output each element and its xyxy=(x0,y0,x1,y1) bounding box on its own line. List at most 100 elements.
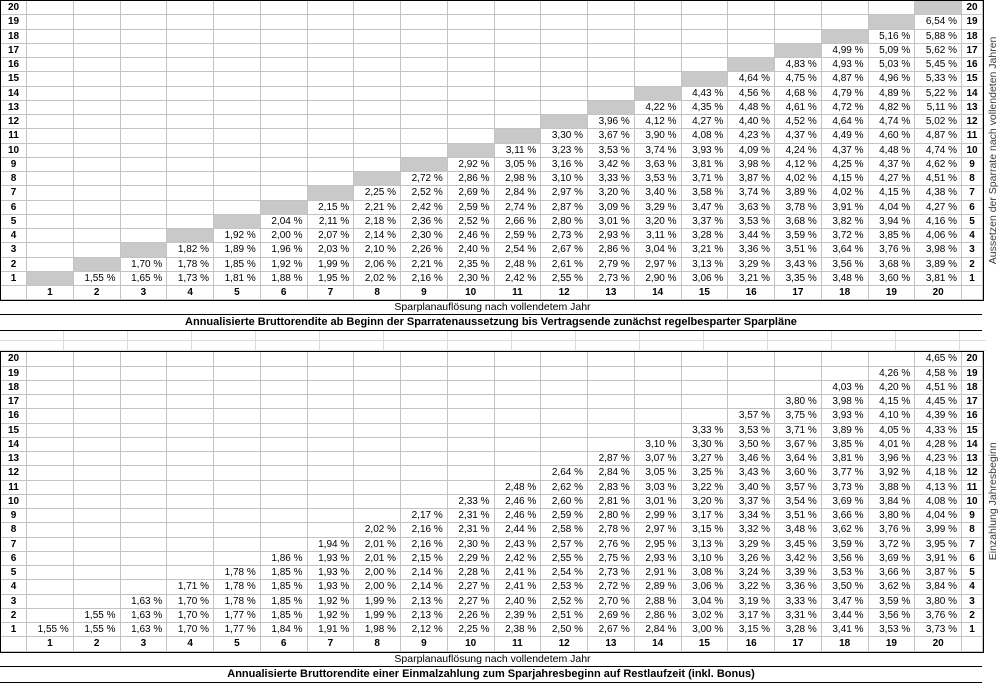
empty-cell xyxy=(167,200,214,215)
empty-cell xyxy=(494,115,542,130)
value-cell: 1,77 % xyxy=(214,608,261,623)
empty-cell xyxy=(728,29,775,44)
table-area: 20 4,65 % 20 19 4,26 % 4,58 % 19 18 4,03 % 4,20 %… xyxy=(0,351,999,653)
value-cell: 3,93 % xyxy=(681,143,729,158)
value-cell: 4,93 % xyxy=(821,58,869,73)
row-label-right: 15 xyxy=(962,72,983,87)
empty-cell xyxy=(260,15,308,30)
empty-cell xyxy=(27,29,74,44)
value-cell: 2,39 % xyxy=(494,608,542,623)
value-cell: 3,53 % xyxy=(634,172,682,187)
empty-cell xyxy=(354,423,401,438)
empty-cell xyxy=(447,129,495,144)
value-cell: 2,33 % xyxy=(447,494,495,509)
empty-cell xyxy=(541,437,588,452)
row-label-right: 7 xyxy=(962,186,983,201)
empty-cell xyxy=(73,566,121,581)
empty-cell xyxy=(634,395,682,410)
empty-cell xyxy=(681,15,729,30)
empty-cell xyxy=(167,72,214,87)
value-cell: 4,15 % xyxy=(868,395,916,410)
value-cell: 1,70 % xyxy=(167,608,214,623)
empty-cell xyxy=(588,15,635,30)
value-cell: 2,15 % xyxy=(401,551,448,566)
value-cell: 3,54 % xyxy=(775,494,822,509)
empty-cell xyxy=(120,100,168,115)
column-header: 15 xyxy=(681,286,729,301)
value-cell: 3,47 % xyxy=(681,200,729,215)
value-cell: 2,14 % xyxy=(354,229,401,244)
value-cell: 4,43 % xyxy=(681,86,729,101)
column-header: 13 xyxy=(588,637,635,652)
empty-cell xyxy=(447,1,495,16)
value-cell: 4,62 % xyxy=(915,157,962,172)
gray-diagonal-cell xyxy=(214,214,261,229)
empty-cell xyxy=(120,157,168,172)
value-cell: 2,42 % xyxy=(494,271,542,286)
value-cell: 2,90 % xyxy=(634,271,682,286)
empty-cell xyxy=(27,380,74,395)
value-cell: 3,92 % xyxy=(868,466,916,481)
value-cell: 2,91 % xyxy=(634,566,682,581)
empty-cell xyxy=(167,409,214,424)
gray-diagonal-cell xyxy=(27,271,74,286)
x-axis-label: Sparplanauflösung nach vollendetem Jahr xyxy=(394,301,591,314)
value-cell: 2,86 % xyxy=(447,172,495,187)
value-cell: 3,30 % xyxy=(681,437,729,452)
empty-cell xyxy=(260,29,308,44)
empty-cell xyxy=(167,157,214,172)
value-cell: 3,46 % xyxy=(728,452,775,467)
empty-cell xyxy=(447,86,495,101)
row-label-right: 16 xyxy=(962,409,983,424)
empty-cell xyxy=(307,352,355,367)
row-label-right: 4 xyxy=(962,229,983,244)
empty-cell xyxy=(167,115,214,130)
value-cell: 3,24 % xyxy=(728,566,775,581)
empty-cell xyxy=(307,395,355,410)
value-cell: 2,41 % xyxy=(494,580,542,595)
value-cell: 3,28 % xyxy=(775,623,822,638)
empty-cell xyxy=(167,214,214,229)
value-cell: 3,16 % xyxy=(541,157,588,172)
value-cell: 3,68 % xyxy=(775,214,822,229)
right-axis-label: Einzahlung Jahresbeginn xyxy=(987,442,999,561)
value-cell: 3,33 % xyxy=(775,594,822,609)
row-label-left: 20 xyxy=(1,1,27,16)
value-cell: 4,52 % xyxy=(775,115,822,130)
column-header: 7 xyxy=(307,286,355,301)
empty-cell xyxy=(307,115,355,130)
column-header: 6 xyxy=(260,286,308,301)
empty-cell xyxy=(167,58,214,73)
value-cell: 2,26 % xyxy=(447,608,495,623)
empty-cell xyxy=(167,452,214,467)
empty-cell xyxy=(167,352,214,367)
column-header: 3 xyxy=(120,637,168,652)
empty-cell xyxy=(214,537,261,552)
empty-cell xyxy=(728,43,775,58)
value-cell: 2,01 % xyxy=(354,537,401,552)
empty-cell xyxy=(447,43,495,58)
empty-cell xyxy=(27,1,74,16)
row-label-left: 17 xyxy=(1,43,27,58)
empty-cell xyxy=(447,480,495,495)
value-cell: 3,22 % xyxy=(728,580,775,595)
value-cell: 4,13 % xyxy=(915,480,962,495)
value-cell: 3,37 % xyxy=(681,214,729,229)
empty-cell xyxy=(27,15,74,30)
value-cell: 4,33 % xyxy=(915,423,962,438)
empty-cell xyxy=(27,608,74,623)
gray-diagonal-cell xyxy=(728,58,775,73)
empty-cell xyxy=(73,366,121,381)
value-cell: 2,69 % xyxy=(447,186,495,201)
value-cell: 3,64 % xyxy=(775,452,822,467)
value-cell: 2,52 % xyxy=(447,214,495,229)
row-label-left: 2 xyxy=(1,608,27,623)
empty-cell xyxy=(541,452,588,467)
row-label-left: 13 xyxy=(1,100,27,115)
empty-cell xyxy=(588,29,635,44)
gray-diagonal-cell xyxy=(120,243,168,258)
value-cell: 1,88 % xyxy=(260,271,308,286)
empty-cell xyxy=(260,395,308,410)
right-axis-label: Aussetzen der Sparrate nach vollendeten … xyxy=(987,36,999,265)
empty-cell xyxy=(167,172,214,187)
